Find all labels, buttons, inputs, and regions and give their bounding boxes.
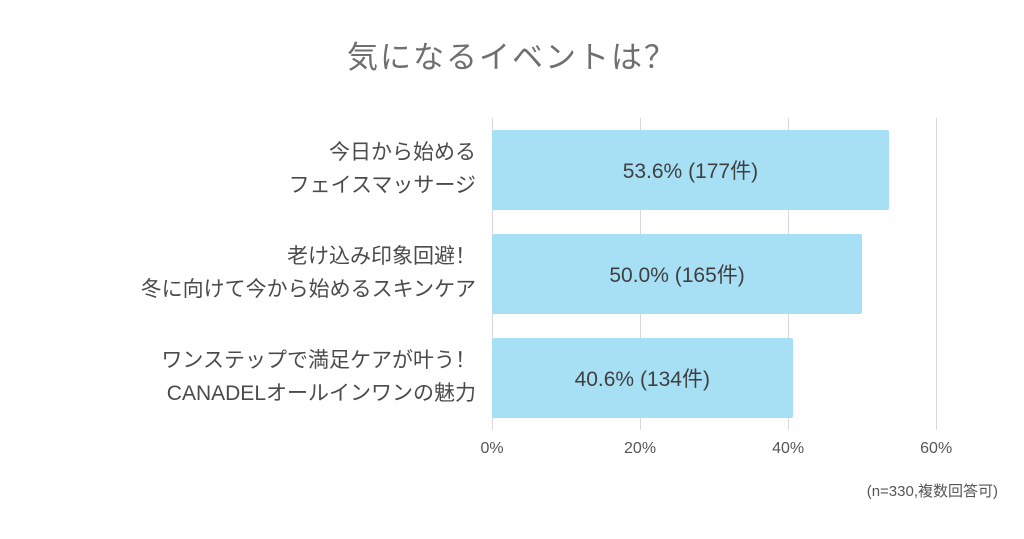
- chart-title: 気になるイベントは？: [347, 40, 677, 75]
- x-tick-label: 40%: [772, 440, 805, 457]
- x-axis-ticks: 0% 20% 40% 60%: [0, 440, 1024, 462]
- bar-track: 50.0% (165件): [492, 222, 1024, 326]
- x-tick-label: 0%: [480, 440, 504, 457]
- bar-row: 老け込み印象回避！ 冬に向けて今から始めるスキンケア 50.0% (165件): [0, 222, 1024, 326]
- category-label: 老け込み印象回避！ 冬に向けて今から始めるスキンケア: [140, 245, 476, 301]
- bar: 53.6% (177件): [492, 130, 889, 210]
- bar-value-label: 53.6% (177件): [622, 160, 759, 183]
- bar-value-label: 50.0% (165件): [609, 264, 745, 287]
- x-tick-label: 20%: [624, 440, 657, 457]
- bar-value-label: 40.6% (134件): [574, 368, 710, 391]
- category-label: ワンステップで満足ケアが叶う！ CANADELオールインワンの魅力: [161, 349, 476, 405]
- bar-track: 40.6% (134件): [492, 326, 1024, 430]
- bar-track: 53.6% (177件): [492, 118, 1024, 222]
- bar-row: ワンステップで満足ケアが叶う！ CANADELオールインワンの魅力 40.6% (…: [0, 326, 1024, 430]
- bar-row: 今日から始める フェイスマッサージ 53.6% (177件): [0, 118, 1024, 222]
- bar: 50.0% (165件): [492, 234, 863, 314]
- category-label: 今日から始める フェイスマッサージ: [288, 141, 476, 197]
- gridline: [936, 118, 938, 430]
- sample-note: (n=330,複数回答可): [866, 483, 998, 500]
- x-tick-label: 60%: [920, 440, 953, 457]
- bar-rows: 今日から始める フェイスマッサージ 53.6% (177件) 老け込み印象回避！ 冬…: [0, 118, 1024, 430]
- bar: 40.6% (134件): [492, 338, 793, 418]
